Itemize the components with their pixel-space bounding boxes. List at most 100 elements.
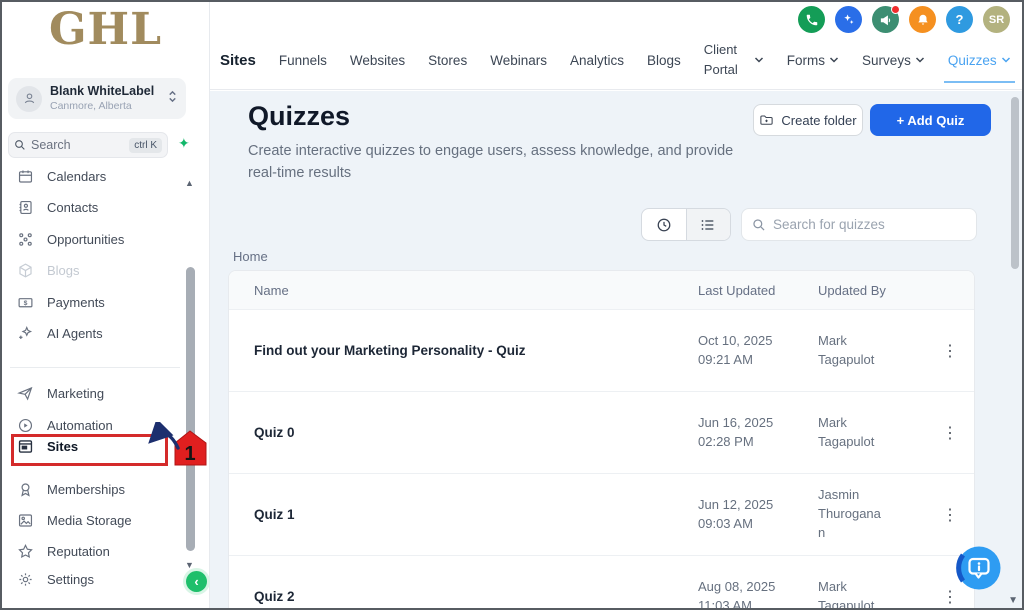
phone-icon[interactable] <box>798 6 825 33</box>
megaphone-icon[interactable] <box>872 5 900 33</box>
scroll-down-icon[interactable]: ▼ <box>1008 595 1018 606</box>
breadcrumb[interactable]: Home <box>233 249 268 264</box>
sidebar-item-calendars[interactable]: Calendars <box>17 167 106 192</box>
search-icon <box>15 140 25 150</box>
quiz-updated-by: Mark Tagapulot <box>818 414 875 449</box>
quiz-name[interactable]: Quiz 0 <box>254 425 295 440</box>
tab-stores[interactable]: Stores <box>428 52 468 68</box>
sidebar-collapse-button[interactable]: ‹ <box>186 571 207 592</box>
opportunities-icon <box>19 233 32 246</box>
sidebar-search-input[interactable] <box>31 138 109 152</box>
sidebar-item-sites[interactable]: Sites <box>17 431 78 462</box>
quiz-name[interactable]: Quiz 2 <box>254 589 295 604</box>
sidebar-menu: Calendars Contacts Opportunities Blogs $… <box>2 167 208 602</box>
tab-blogs[interactable]: Blogs <box>647 52 681 68</box>
tab-websites[interactable]: Websites <box>349 52 406 68</box>
main-scrollbar[interactable] <box>1011 97 1019 269</box>
account-avatar-icon <box>16 85 42 112</box>
sidebar-item-opportunities[interactable]: Opportunities <box>17 224 124 255</box>
automation-icon <box>18 418 33 433</box>
sidebar-item-memberships[interactable]: Memberships <box>17 474 125 505</box>
quiz-search[interactable] <box>741 208 977 241</box>
contacts-icon <box>19 200 32 215</box>
avatar[interactable]: SR <box>983 6 1010 33</box>
row-menu-icon[interactable]: ⋮ <box>942 588 958 606</box>
chevron-updown-icon[interactable] <box>167 89 178 109</box>
row-menu-icon[interactable]: ⋮ <box>942 506 958 524</box>
sidebar-item-contacts[interactable]: Contacts <box>17 192 98 223</box>
create-folder-button[interactable]: Create folder <box>753 104 863 136</box>
sidebar-item-blogs[interactable]: Blogs <box>17 255 80 286</box>
tab-sites[interactable]: Sites <box>220 51 256 69</box>
list-view-button[interactable] <box>685 209 730 240</box>
tab-client-portal[interactable]: Client Portal <box>704 40 764 80</box>
gear-icon <box>19 573 32 586</box>
quiz-last-updated: Jun 12, 2025 09:03 AM <box>698 496 774 531</box>
row-menu-icon[interactable]: ⋮ <box>942 342 958 360</box>
image-icon <box>18 514 33 527</box>
row-menu-icon[interactable]: ⋮ <box>942 424 958 442</box>
recent-view-button[interactable] <box>642 209 686 240</box>
notification-dot <box>891 5 900 14</box>
folder-plus-icon <box>760 114 774 125</box>
table-row[interactable]: Quiz 0 Jun 16, 2025 02:28 PM Mark Tagapu… <box>229 392 974 474</box>
quiz-name[interactable]: Quiz 1 <box>254 507 295 522</box>
page-subtitle: Create interactive quizzes to engage use… <box>248 143 734 182</box>
quizzes-table: Name Last Updated Updated By Find out yo… <box>228 270 975 608</box>
quiz-name[interactable]: Find out your Marketing Personality - Qu… <box>254 343 526 358</box>
bell-icon[interactable] <box>909 6 936 33</box>
table-row[interactable]: Quiz 2 Aug 08, 2025 11:03 AM Mark Tagapu… <box>229 556 974 608</box>
scroll-up-icon[interactable]: ▲ <box>185 178 194 188</box>
sidebar-scrollbar[interactable] <box>186 267 195 551</box>
sidebar-item-marketing[interactable]: Marketing <box>17 378 104 409</box>
medal-icon <box>21 483 30 497</box>
clock-icon <box>657 218 671 231</box>
paper-plane-icon <box>17 386 33 401</box>
tab-surveys[interactable]: Surveys <box>862 53 925 68</box>
table-row[interactable]: Quiz 1 Jun 12, 2025 09:03 AM Jasmin Thur… <box>229 474 974 556</box>
quiz-updated-by: Mark Tagapulot <box>818 578 875 608</box>
list-icon <box>701 219 714 230</box>
column-last-updated: Last Updated <box>698 282 776 298</box>
chat-help-widget[interactable] <box>955 544 1003 592</box>
sidebar-item-payments[interactable]: $ Payments <box>17 287 105 318</box>
sidebar-item-automation[interactable]: Automation <box>17 410 113 441</box>
quiz-updated-by: Mark Tagapulot <box>818 332 875 367</box>
brand-logo: GHL <box>48 4 163 55</box>
sidebar-item-media-storage[interactable]: Media Storage <box>17 505 132 536</box>
scroll-down-icon[interactable]: ▼ <box>185 560 194 570</box>
browser-icon <box>18 440 33 453</box>
ai-spark-icon[interactable]: ✦ <box>178 135 190 151</box>
account-location: Canmore, Alberta <box>50 99 132 112</box>
ai-assist-icon[interactable] <box>835 6 862 33</box>
site-tabs: Sites Funnels Websites Stores Webinars A… <box>220 34 1022 86</box>
chevron-down-icon <box>830 57 839 63</box>
quiz-search-input[interactable] <box>773 217 943 232</box>
tab-quizzes[interactable]: Quizzes <box>943 53 1015 83</box>
sidebar-item-reputation[interactable]: Reputation <box>17 536 110 567</box>
table-header: Name Last Updated Updated By <box>229 271 974 310</box>
column-updated-by: Updated By <box>818 282 886 298</box>
chevron-down-icon <box>1001 57 1010 63</box>
tab-funnels[interactable]: Funnels <box>278 52 327 68</box>
search-shortcut-badge: ctrl K <box>129 137 162 153</box>
sidebar-item-ai-agents[interactable]: AI Agents <box>17 318 103 349</box>
quiz-last-updated: Oct 10, 2025 09:21 AM <box>698 332 773 367</box>
sidebar-item-settings[interactable]: Settings <box>17 564 94 595</box>
add-quiz-button[interactable]: + Add Quiz <box>870 104 991 136</box>
sidebar-search[interactable]: ctrl K <box>8 132 168 158</box>
ai-sparkle-icon <box>19 326 33 340</box>
payments-icon: $ <box>18 298 33 308</box>
cube-icon <box>19 263 32 278</box>
quiz-updated-by: Jasmin Thuroganan <box>818 487 881 540</box>
calendar-icon <box>18 170 33 183</box>
tab-webinars[interactable]: Webinars <box>490 52 547 68</box>
table-row[interactable]: Find out your Marketing Personality - Qu… <box>229 310 974 392</box>
tab-forms[interactable]: Forms <box>787 53 839 68</box>
tab-analytics[interactable]: Analytics <box>569 52 625 68</box>
account-switcher[interactable]: Blank WhiteLabel Canmore, Alberta <box>8 78 186 119</box>
help-icon[interactable]: ? <box>946 6 973 33</box>
star-icon <box>18 544 33 559</box>
search-icon <box>753 218 765 230</box>
